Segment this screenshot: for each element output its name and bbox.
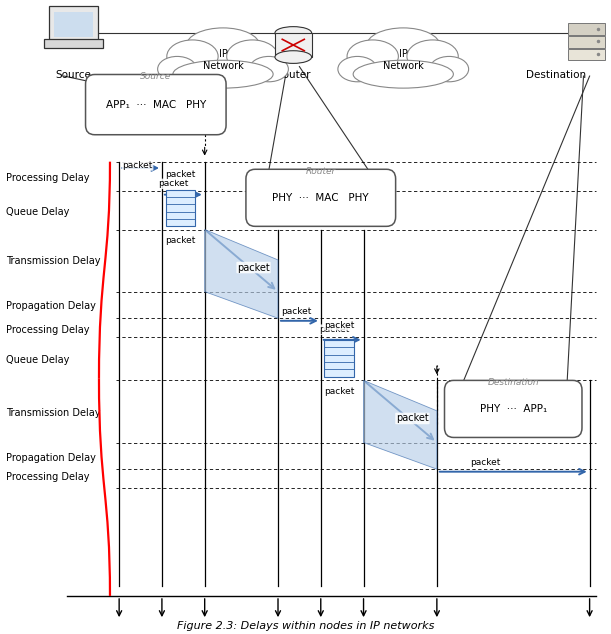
- Polygon shape: [205, 230, 278, 318]
- Polygon shape: [364, 380, 437, 469]
- Text: Processing Delay: Processing Delay: [6, 325, 90, 335]
- Text: Propagation Delay: Propagation Delay: [6, 301, 96, 311]
- Text: PHY  ···  APP₁: PHY ··· APP₁: [480, 404, 547, 414]
- Text: IP
Network: IP Network: [383, 49, 423, 72]
- FancyBboxPatch shape: [86, 75, 226, 135]
- Bar: [275, 33, 312, 57]
- Text: packet: packet: [165, 236, 196, 245]
- Text: packet: packet: [319, 325, 349, 334]
- Text: Router: Router: [276, 70, 310, 80]
- Ellipse shape: [158, 56, 197, 82]
- Text: packet: packet: [324, 321, 354, 330]
- FancyBboxPatch shape: [444, 380, 582, 437]
- FancyBboxPatch shape: [44, 39, 103, 48]
- Ellipse shape: [338, 56, 377, 82]
- Text: Destination: Destination: [488, 378, 539, 387]
- Text: Figure 2.3: Delays within nodes in IP networks: Figure 2.3: Delays within nodes in IP ne…: [177, 621, 434, 631]
- Bar: [166, 190, 195, 226]
- Text: PHY  ···  MAC   PHY: PHY ··· MAC PHY: [273, 193, 369, 203]
- Bar: [324, 340, 354, 377]
- Text: packet: packet: [158, 179, 188, 188]
- Text: Processing Delay: Processing Delay: [6, 172, 90, 183]
- Text: packet: packet: [470, 458, 501, 467]
- Text: APP₁  ···  MAC   PHY: APP₁ ··· MAC PHY: [106, 100, 206, 110]
- Text: Router: Router: [306, 167, 336, 176]
- Text: IP
Network: IP Network: [203, 49, 243, 72]
- Ellipse shape: [407, 40, 458, 73]
- Text: Queue Delay: Queue Delay: [6, 207, 70, 217]
- Ellipse shape: [353, 60, 453, 88]
- Text: Destination: Destination: [527, 70, 587, 80]
- FancyBboxPatch shape: [246, 169, 396, 226]
- FancyBboxPatch shape: [568, 49, 605, 60]
- Text: packet: packet: [281, 307, 312, 316]
- FancyBboxPatch shape: [54, 12, 93, 37]
- Ellipse shape: [186, 28, 260, 63]
- Text: Queue Delay: Queue Delay: [6, 355, 70, 365]
- Ellipse shape: [173, 60, 273, 88]
- Text: packet: packet: [237, 262, 270, 273]
- Ellipse shape: [347, 40, 398, 73]
- FancyBboxPatch shape: [49, 6, 98, 41]
- Text: Propagation Delay: Propagation Delay: [6, 453, 96, 463]
- FancyBboxPatch shape: [568, 23, 605, 35]
- Text: packet: packet: [396, 413, 429, 424]
- Text: Source: Source: [56, 70, 91, 80]
- Text: Transmission Delay: Transmission Delay: [6, 256, 101, 266]
- Text: packet: packet: [122, 161, 153, 170]
- Ellipse shape: [227, 40, 278, 73]
- Text: Processing Delay: Processing Delay: [6, 472, 90, 482]
- Text: Transmission Delay: Transmission Delay: [6, 408, 101, 418]
- Ellipse shape: [167, 40, 218, 73]
- Text: Source: Source: [140, 72, 172, 82]
- Ellipse shape: [430, 56, 469, 82]
- Ellipse shape: [367, 28, 440, 63]
- Text: packet: packet: [165, 171, 196, 179]
- Ellipse shape: [275, 27, 312, 39]
- Ellipse shape: [249, 56, 288, 82]
- Ellipse shape: [275, 51, 312, 63]
- FancyBboxPatch shape: [568, 36, 605, 48]
- Text: packet: packet: [324, 387, 354, 396]
